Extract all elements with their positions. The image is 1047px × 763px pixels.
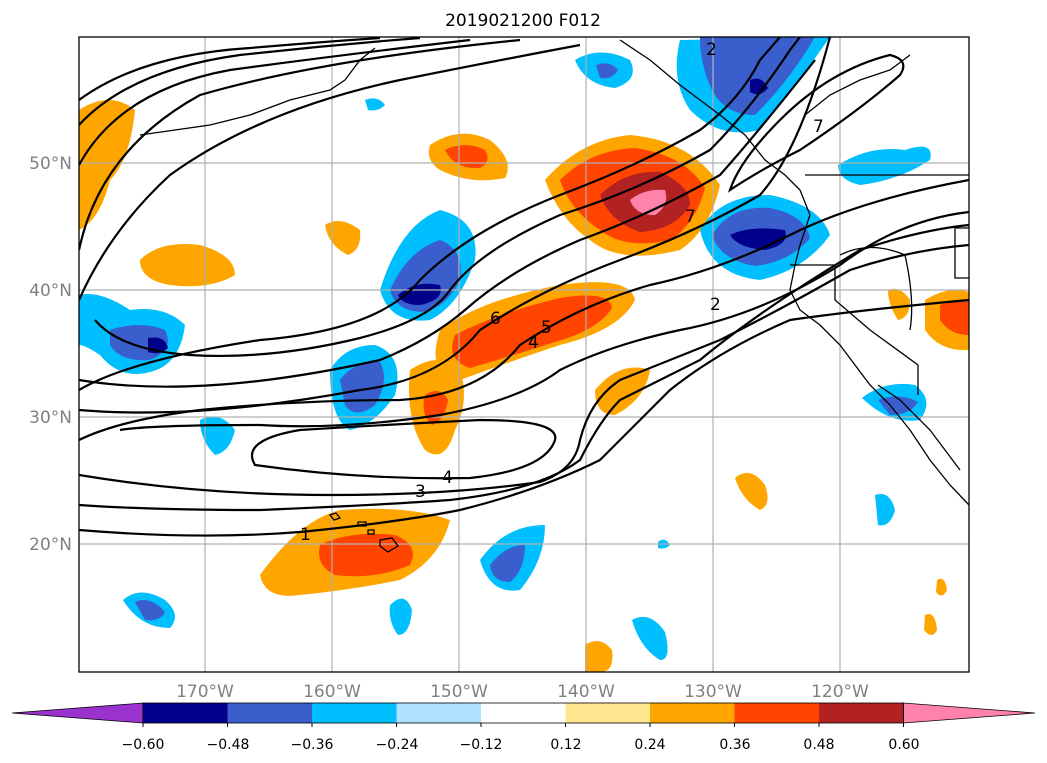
lat-label: 50°N (29, 154, 72, 174)
colorbar-segment (312, 703, 397, 723)
colorbar-segment (143, 703, 228, 723)
contour-label: 4 (442, 468, 453, 488)
contour-label: 1 (300, 525, 311, 545)
contour-label: 3 (415, 482, 426, 502)
map-frame (78, 36, 970, 673)
contour-label: 6 (490, 309, 501, 329)
colorbar-tick-label: 0.12 (550, 737, 581, 753)
colorbar-tick-label: 0.48 (803, 737, 834, 753)
contour-lines (79, 37, 969, 537)
positive-anomaly-fields (79, 100, 969, 672)
colorbar-tick-label: −0.24 (376, 737, 419, 753)
map-title: 2019021200 F012 (445, 11, 601, 31)
lon-label: 140°W (557, 682, 615, 702)
colorbar-segment (565, 703, 651, 723)
lon-label: 120°W (811, 682, 869, 702)
contour-label-group: 1 2 3 4 4 5 6 7 7 2 (300, 40, 824, 545)
colorbar (11, 702, 1036, 727)
longitude-labels: 170°W 160°W 150°W 140°W 130°W 120°W (176, 682, 869, 702)
colorbar-extend-high (903, 702, 1036, 724)
colorbar-tick-label: 0.60 (888, 737, 919, 753)
colorbar-tick-label: 0.24 (634, 737, 665, 753)
lon-label: 150°W (430, 682, 488, 702)
colorbar-segment (650, 703, 735, 723)
contour-label: 4 (528, 333, 539, 353)
colorbar-segment (396, 703, 482, 723)
contour-label: 2 (706, 40, 717, 60)
contour-label: 5 (541, 318, 552, 338)
contour-label: 7 (685, 207, 696, 227)
lon-label: 170°W (176, 682, 234, 702)
colorbar-tick-label: −0.36 (291, 737, 334, 753)
colorbar-tick-label: −0.60 (122, 737, 165, 753)
colorbar-segment (819, 703, 904, 723)
colorbar-segment (481, 703, 566, 723)
plot-area: 1 2 3 4 4 5 6 7 7 2 (79, 37, 969, 672)
colorbar-tick-label: 0.36 (719, 737, 750, 753)
colorbar-tick-label: −0.48 (207, 737, 250, 753)
contour-label: 7 (813, 117, 824, 137)
graticule (79, 37, 969, 672)
colorbar-tick-labels: −0.60 −0.48 −0.36 −0.24 −0.12 0.12 0.24 … (122, 737, 920, 753)
colorbar-segment (227, 703, 313, 723)
lon-label: 160°W (303, 682, 361, 702)
lon-label: 130°W (684, 682, 742, 702)
colorbar-tick-label: −0.12 (460, 737, 503, 753)
colorbar-frame (142, 702, 904, 724)
colorbar-segment (734, 703, 820, 723)
contour-label: 2 (710, 295, 721, 315)
latitude-labels: 50°N 40°N 30°N 20°N (29, 154, 72, 555)
lat-label: 20°N (29, 535, 72, 555)
colorbar-extend-low (11, 702, 144, 724)
lat-label: 30°N (29, 408, 72, 428)
lat-label: 40°N (29, 281, 72, 301)
